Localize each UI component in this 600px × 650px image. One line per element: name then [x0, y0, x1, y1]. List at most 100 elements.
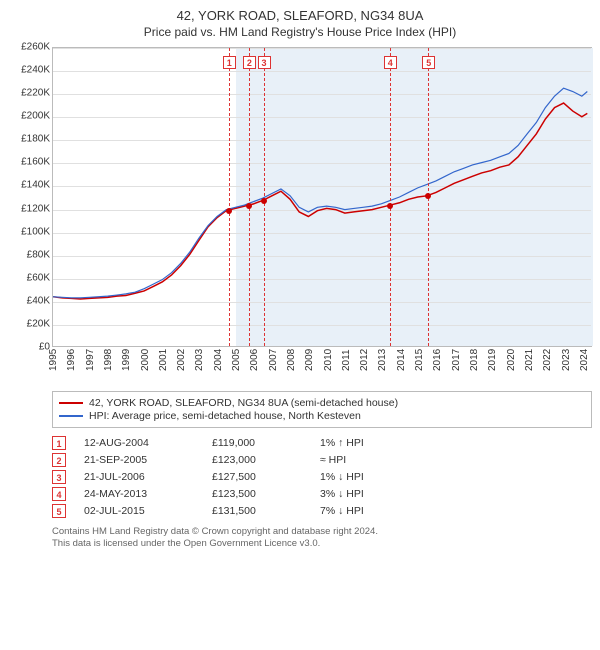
- x-tick-label: 2016: [432, 349, 443, 371]
- marker-label-box: 1: [223, 56, 236, 69]
- x-tick-label: 1997: [85, 349, 96, 371]
- x-tick-label: 2010: [323, 349, 334, 371]
- price-marker-dot: [226, 208, 232, 214]
- x-tick-label: 1999: [121, 349, 132, 371]
- transaction-row: 3 21-JUL-2006 £127,500 1% ↓ HPI: [52, 470, 592, 484]
- transaction-hpi-delta: 7% ↓ HPI: [320, 505, 410, 517]
- y-tick-label: £100K: [21, 226, 50, 237]
- x-tick-label: 2017: [451, 349, 462, 371]
- transaction-date: 02-JUL-2015: [84, 505, 194, 517]
- transaction-date: 21-SEP-2005: [84, 454, 194, 466]
- x-tick-label: 1998: [103, 349, 114, 371]
- series-line: [53, 88, 587, 298]
- x-tick-label: 2014: [396, 349, 407, 371]
- y-axis-labels: £0£20K£40K£60K£80K£100K£120K£140K£160K£1…: [8, 47, 52, 347]
- marker-vline: [249, 48, 250, 346]
- transaction-row: 4 24-MAY-2013 £123,500 3% ↓ HPI: [52, 487, 592, 501]
- y-tick-label: £260K: [21, 42, 50, 53]
- footer-attribution: Contains HM Land Registry data © Crown c…: [52, 526, 592, 551]
- x-tick-label: 2006: [249, 349, 260, 371]
- y-tick-label: £20K: [27, 318, 50, 329]
- legend-item: HPI: Average price, semi-detached house,…: [59, 410, 585, 422]
- legend-swatch: [59, 415, 83, 417]
- line-series-svg: [53, 48, 591, 346]
- x-tick-label: 2003: [194, 349, 205, 371]
- transaction-hpi-delta: 3% ↓ HPI: [320, 488, 410, 500]
- legend-label: 42, YORK ROAD, SLEAFORD, NG34 8UA (semi-…: [89, 397, 398, 409]
- footer-line-1: Contains HM Land Registry data © Crown c…: [52, 526, 592, 538]
- x-tick-label: 2022: [542, 349, 553, 371]
- transaction-row: 2 21-SEP-2005 £123,000 ≈ HPI: [52, 453, 592, 467]
- price-marker-dot: [261, 198, 267, 204]
- marker-label-box: 4: [384, 56, 397, 69]
- x-tick-label: 1995: [48, 349, 59, 371]
- x-axis-labels: 1995199619971998199920002001200220032004…: [52, 349, 592, 387]
- x-tick-label: 1996: [66, 349, 77, 371]
- transaction-hpi-delta: 1% ↑ HPI: [320, 437, 410, 449]
- y-tick-label: £80K: [27, 249, 50, 260]
- x-tick-label: 2015: [414, 349, 425, 371]
- transaction-price: £119,000: [212, 437, 302, 449]
- transaction-marker-box: 4: [52, 487, 66, 501]
- legend: 42, YORK ROAD, SLEAFORD, NG34 8UA (semi-…: [52, 391, 592, 428]
- price-marker-dot: [387, 203, 393, 209]
- transaction-marker-box: 1: [52, 436, 66, 450]
- transactions-table: 1 12-AUG-2004 £119,000 1% ↑ HPI 2 21-SEP-2005…: [52, 436, 592, 518]
- y-tick-label: £60K: [27, 272, 50, 283]
- transaction-date: 24-MAY-2013: [84, 488, 194, 500]
- footer-line-2: This data is licensed under the Open Gov…: [52, 538, 592, 550]
- x-tick-label: 2005: [231, 349, 242, 371]
- x-tick-label: 2002: [176, 349, 187, 371]
- transaction-marker-box: 5: [52, 504, 66, 518]
- x-tick-label: 2023: [561, 349, 572, 371]
- chart-title: 42, YORK ROAD, SLEAFORD, NG34 8UA: [8, 8, 592, 23]
- marker-vline: [390, 48, 391, 346]
- y-tick-label: £200K: [21, 111, 50, 122]
- x-tick-label: 2011: [341, 349, 352, 371]
- chart-subtitle: Price paid vs. HM Land Registry's House …: [8, 25, 592, 39]
- transaction-date: 12-AUG-2004: [84, 437, 194, 449]
- plot-region: 123 4 5: [52, 47, 592, 347]
- x-tick-label: 2019: [487, 349, 498, 371]
- y-tick-label: £240K: [21, 65, 50, 76]
- x-tick-label: 2004: [213, 349, 224, 371]
- x-tick-label: 2000: [140, 349, 151, 371]
- x-tick-label: 2009: [304, 349, 315, 371]
- legend-swatch: [59, 402, 83, 404]
- marker-label-box: 2: [243, 56, 256, 69]
- price-marker-dot: [425, 193, 431, 199]
- transaction-marker-box: 2: [52, 453, 66, 467]
- x-tick-label: 2007: [268, 349, 279, 371]
- x-tick-label: 2024: [579, 349, 590, 371]
- y-tick-label: £40K: [27, 295, 50, 306]
- x-tick-label: 2021: [524, 349, 535, 371]
- transaction-date: 21-JUL-2006: [84, 471, 194, 483]
- legend-item: 42, YORK ROAD, SLEAFORD, NG34 8UA (semi-…: [59, 397, 585, 409]
- transaction-price: £123,500: [212, 488, 302, 500]
- y-tick-label: £160K: [21, 157, 50, 168]
- transaction-marker-box: 3: [52, 470, 66, 484]
- marker-label-box: 3: [258, 56, 271, 69]
- y-tick-label: £120K: [21, 203, 50, 214]
- x-tick-label: 2020: [506, 349, 517, 371]
- price-marker-dot: [246, 203, 252, 209]
- transaction-price: £123,000: [212, 454, 302, 466]
- y-tick-label: £220K: [21, 88, 50, 99]
- x-tick-label: 2018: [469, 349, 480, 371]
- marker-vline: [229, 48, 230, 346]
- x-tick-label: 2013: [377, 349, 388, 371]
- y-tick-label: £180K: [21, 134, 50, 145]
- transaction-hpi-delta: ≈ HPI: [320, 454, 410, 466]
- transaction-price: £131,500: [212, 505, 302, 517]
- x-tick-label: 2012: [359, 349, 370, 371]
- chart-area: £0£20K£40K£60K£80K£100K£120K£140K£160K£1…: [8, 47, 592, 387]
- transaction-row: 1 12-AUG-2004 £119,000 1% ↑ HPI: [52, 436, 592, 450]
- x-tick-label: 2008: [286, 349, 297, 371]
- marker-label-box: 5: [422, 56, 435, 69]
- transaction-price: £127,500: [212, 471, 302, 483]
- transaction-hpi-delta: 1% ↓ HPI: [320, 471, 410, 483]
- series-line: [53, 103, 587, 299]
- transaction-row: 5 02-JUL-2015 £131,500 7% ↓ HPI: [52, 504, 592, 518]
- legend-label: HPI: Average price, semi-detached house,…: [89, 410, 361, 422]
- x-tick-label: 2001: [158, 349, 169, 371]
